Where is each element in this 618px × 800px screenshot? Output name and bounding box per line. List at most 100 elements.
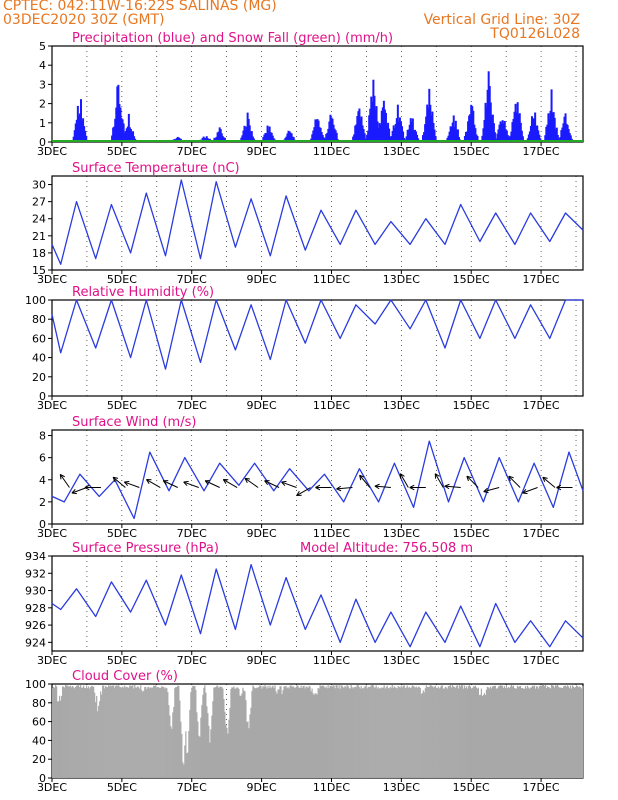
precip-bar — [529, 125, 532, 142]
precip-bar — [503, 120, 506, 142]
cloud-bar — [330, 685, 332, 778]
cloud-bar — [190, 692, 192, 778]
precip-bar — [122, 136, 125, 142]
precip-bar — [334, 130, 337, 142]
wind-arrow-shaft — [124, 481, 140, 488]
cloud-bar — [67, 685, 69, 778]
cloud-bar — [455, 686, 457, 778]
cloud-bar — [237, 687, 239, 778]
cloud-bar — [579, 687, 582, 778]
precip-bar — [218, 127, 221, 142]
precip-bar — [432, 122, 435, 142]
cloud-bar — [207, 713, 209, 778]
cloud-bar — [79, 687, 81, 778]
cloud-bar — [239, 695, 241, 778]
cloud-bar — [211, 715, 213, 778]
cloud-bar — [454, 687, 456, 778]
cloud-bar — [277, 689, 279, 778]
precip-bar — [545, 126, 548, 142]
precip-bar — [484, 102, 487, 142]
cloud-bar — [242, 687, 244, 778]
cloud-bar — [551, 685, 554, 778]
precip-bar — [547, 113, 550, 142]
cloud-bar — [465, 686, 467, 778]
precip-bar — [332, 124, 335, 142]
x-tick-label: 7DEC — [177, 273, 207, 286]
cloud-bar — [376, 688, 378, 778]
precip-bar — [126, 126, 129, 142]
y-tick-label: 930 — [25, 585, 46, 598]
cloud-bar — [303, 685, 305, 778]
cloud-bar — [307, 687, 309, 778]
precip-bar — [405, 136, 408, 142]
cloud-bar — [544, 684, 547, 778]
cloud-bar — [273, 688, 275, 778]
wind-arrow-shaft — [399, 473, 409, 488]
cloud-bar — [199, 736, 201, 778]
cloud-bar — [59, 695, 61, 778]
precip-bar — [176, 136, 179, 142]
precip-bar — [78, 113, 81, 142]
cloud-bar — [217, 686, 219, 778]
cloud-bar — [532, 686, 535, 778]
precip-bar — [511, 122, 514, 142]
cloud-bar — [143, 690, 145, 778]
wind-arrow-shaft — [59, 474, 70, 488]
wind-arrow-shaft — [183, 481, 199, 488]
panel-annotation: Model Altitude: 756.508 m — [300, 541, 473, 556]
precip-bar — [537, 130, 540, 142]
x-tick-label: 7DEC — [177, 145, 207, 158]
wind-arrow — [222, 479, 238, 488]
precip-bar — [367, 130, 370, 142]
cloud-bar — [249, 714, 251, 778]
cloud-bar — [84, 687, 86, 778]
panel-title: Precipitation (blue) and Snow Fall (gree… — [72, 31, 393, 46]
cloud-bar — [415, 686, 417, 778]
cloud-bar — [269, 685, 271, 778]
cloud-bar — [343, 687, 345, 778]
cloud-bar — [282, 690, 284, 778]
cloud-bar — [433, 686, 435, 778]
cloud-bar — [198, 735, 200, 778]
precip-bar — [353, 134, 356, 142]
wind-arrow-head — [374, 485, 380, 490]
cloud-bar — [397, 686, 399, 778]
precip-bar — [423, 132, 426, 142]
cloud-bar — [206, 706, 208, 778]
precip-bar — [113, 126, 116, 142]
cloud-bar — [374, 687, 376, 778]
cloud-bar — [443, 688, 445, 778]
cloud-bar — [105, 685, 107, 778]
precip-bar — [546, 124, 549, 142]
cloud-bar — [438, 688, 440, 778]
cloud-bar — [115, 685, 117, 778]
wind-arrow-head — [483, 491, 489, 494]
precip-bar — [264, 133, 267, 142]
cloud-bar — [251, 690, 253, 778]
wind-arrow-head — [204, 480, 209, 485]
x-tick-label: 17DEC — [523, 781, 560, 794]
cloud-bar — [352, 688, 354, 778]
cloud-bar — [62, 686, 64, 778]
cloud-bar — [227, 733, 229, 778]
precip-bar — [395, 118, 398, 142]
y-tick-label: 934 — [25, 550, 46, 563]
y-tick-label: 2 — [39, 98, 46, 111]
precip-bar — [372, 79, 375, 142]
cloud-bar — [512, 685, 515, 778]
cloud-bar — [340, 685, 342, 778]
cloud-bar — [151, 687, 153, 778]
cloud-bar — [159, 687, 161, 778]
cloud-bar — [346, 684, 348, 778]
precip-bar — [262, 136, 265, 142]
precip-bar — [502, 123, 505, 142]
precip-bar — [393, 127, 396, 142]
precip-bar — [457, 136, 460, 142]
x-tick-label: 9DEC — [247, 654, 277, 667]
cloud-bar — [322, 685, 324, 778]
wind-arrow — [466, 475, 479, 488]
precip-bar — [82, 118, 85, 142]
precip-bar — [368, 115, 371, 142]
cloud-bar — [450, 687, 452, 778]
